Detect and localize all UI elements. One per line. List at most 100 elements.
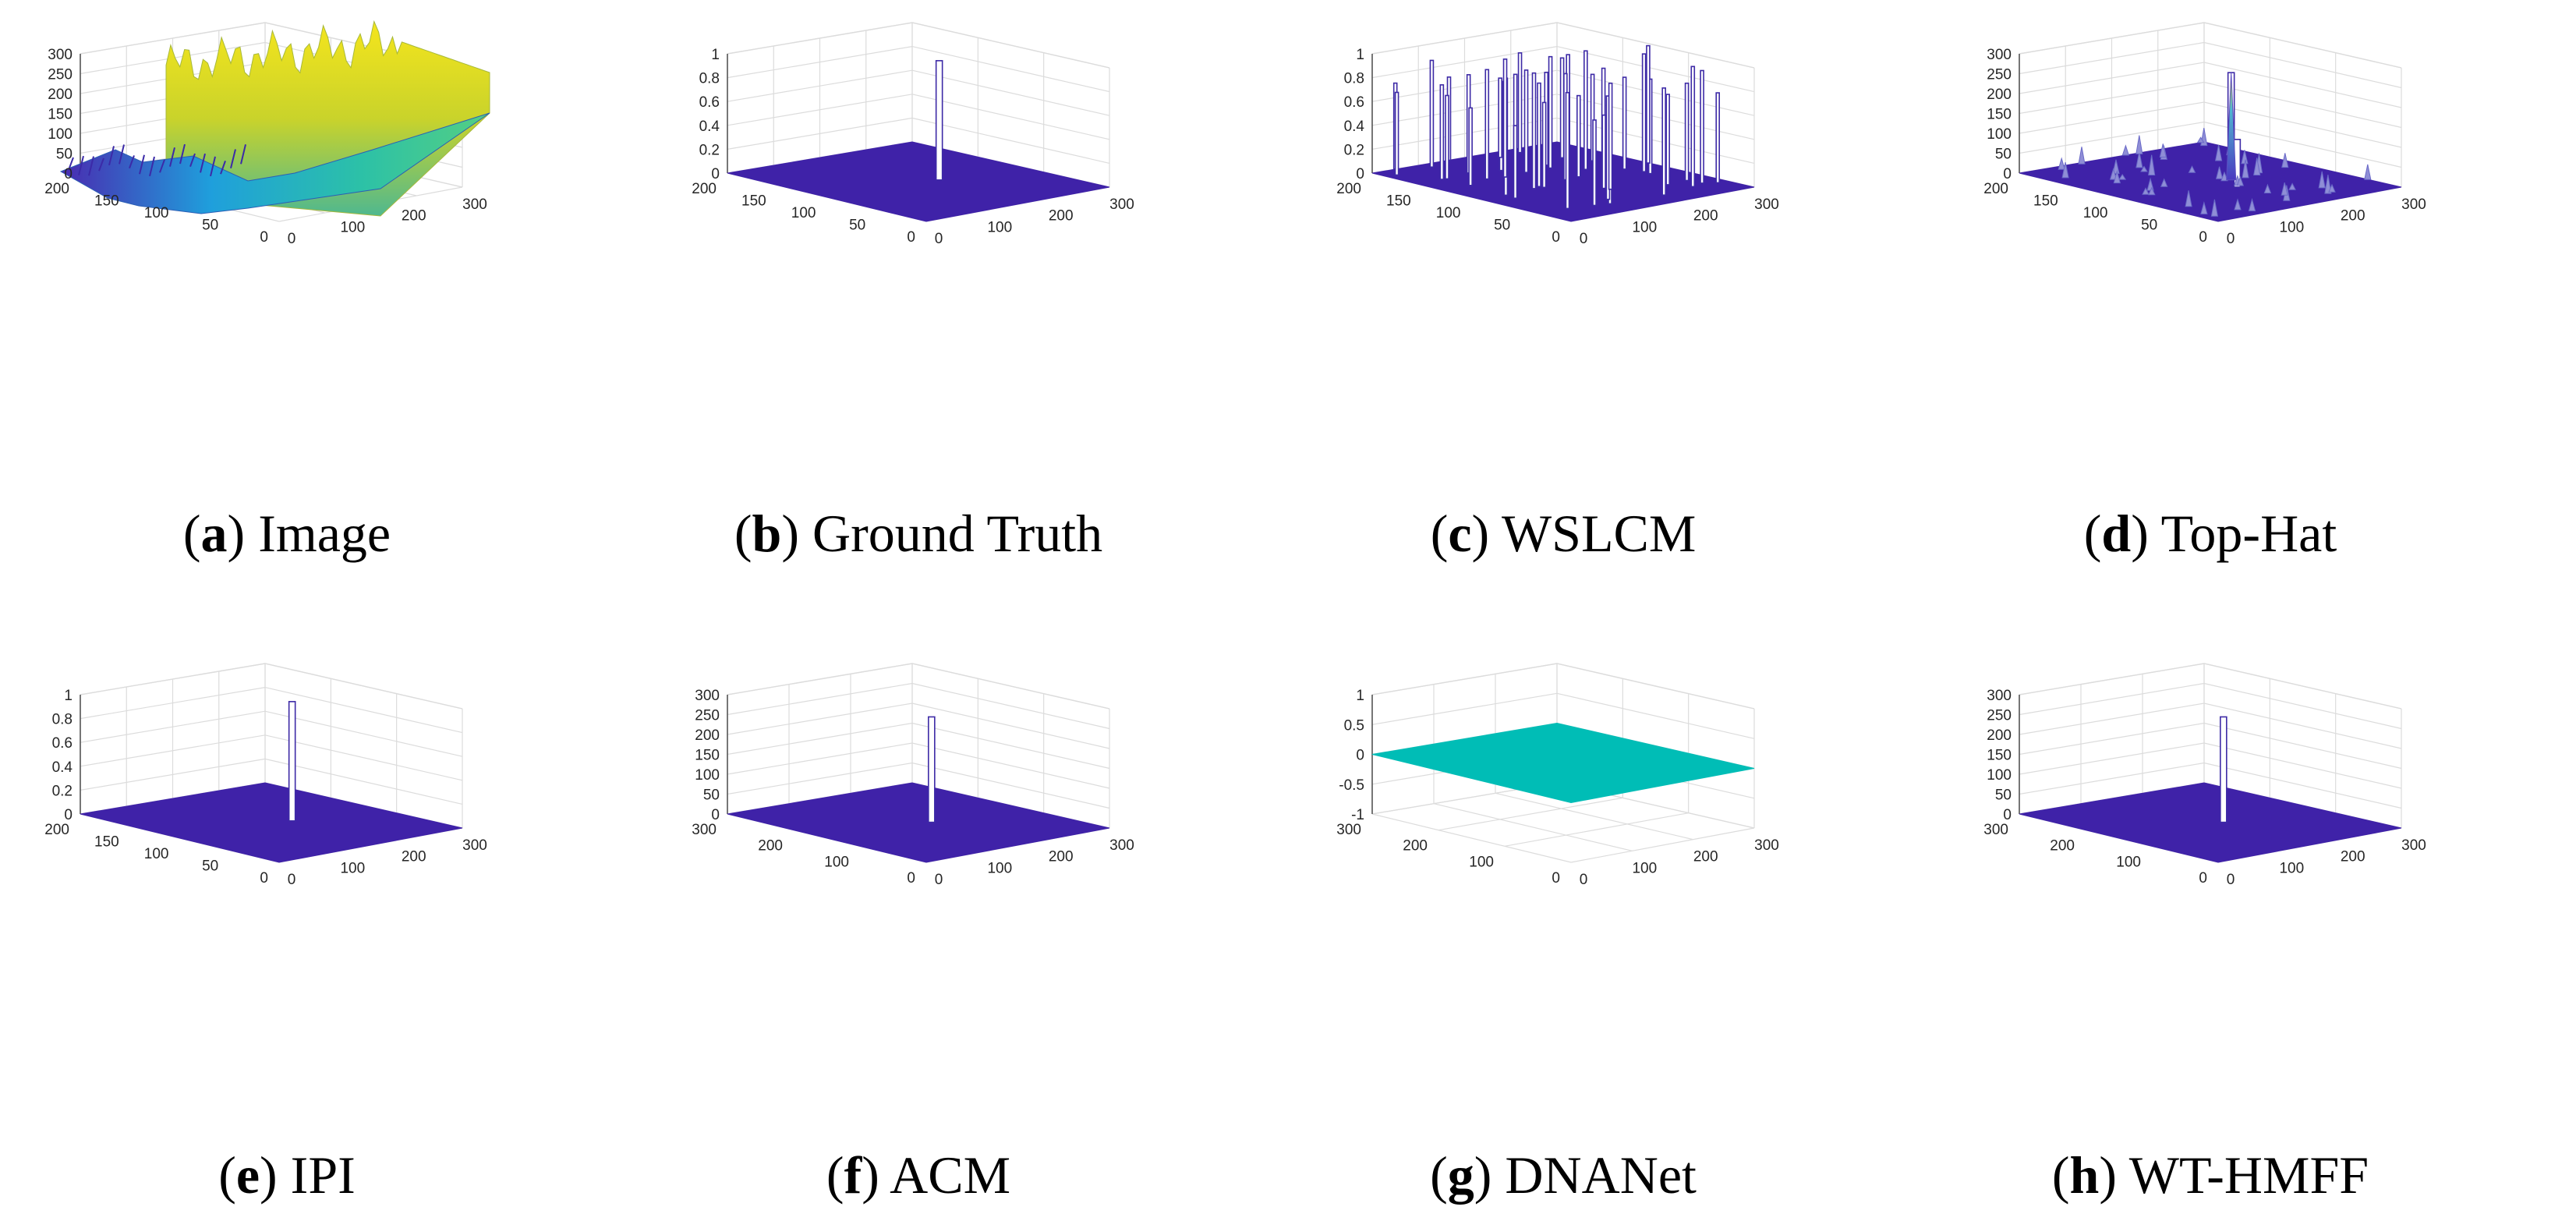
- x-tick-label: 300: [462, 196, 487, 213]
- z-gridline: [80, 663, 463, 710]
- y-tick-label: 150: [94, 834, 119, 851]
- z-tick-label: 250: [1987, 708, 2012, 724]
- residual-peak: [2318, 171, 2326, 189]
- x-tick-label: 0: [2227, 231, 2235, 247]
- z-tick-label: 200: [1987, 727, 2012, 744]
- z-tick-label: 0.8: [699, 71, 720, 87]
- z-tick-label: 0.2: [699, 142, 720, 158]
- residual-peak: [2220, 171, 2228, 182]
- back-walls: [2019, 22, 2402, 222]
- noise-spike: [200, 153, 206, 173]
- y-tick-label: 50: [849, 218, 865, 234]
- box-top-edge: [727, 22, 1110, 69]
- z-tick-label: 0: [1356, 166, 1364, 182]
- z-tick-label: 1: [64, 688, 73, 704]
- noise-spike: [78, 155, 84, 175]
- clutter-spike: [1661, 87, 1666, 196]
- z-tick-label: 1: [1356, 47, 1364, 63]
- z-gridline: [727, 663, 1110, 710]
- y-tick-label: 50: [1494, 218, 1510, 234]
- noise-spike: [88, 156, 94, 176]
- x-tick-label: 200: [1693, 849, 1718, 865]
- caption-a: (a) Image: [183, 504, 391, 563]
- caption-text: ) Image: [228, 504, 391, 563]
- y-tick-label: 0: [907, 870, 915, 887]
- y-tick-label: 50: [2141, 218, 2157, 234]
- clutter-spike: [1565, 91, 1570, 210]
- residual-peak: [2248, 197, 2256, 211]
- residual-peak: [2160, 178, 2168, 187]
- clutter-spike: [1445, 94, 1449, 180]
- residual-peak: [2121, 144, 2130, 156]
- caption-paren-open: (: [2084, 504, 2102, 563]
- response-plane: [2019, 141, 2402, 222]
- y-tick-label: 50: [202, 858, 218, 875]
- noise-spike: [210, 156, 216, 177]
- z-tick-label: 300: [695, 688, 720, 704]
- clutter-spike: [1548, 55, 1553, 169]
- z-tick-label: 200: [48, 87, 73, 103]
- clutter-spike: [1684, 82, 1690, 182]
- z-gridline: [80, 710, 463, 757]
- y-tick-label: 300: [1983, 822, 2008, 838]
- caption-text: ) IPI: [260, 1145, 356, 1205]
- caption-paren-open: (: [1430, 1145, 1448, 1205]
- caption-letter: b: [752, 504, 781, 563]
- x-tick-label: 0: [1580, 872, 1588, 888]
- tick-labels: 0 0.2 0.4 0.6 0.8 1 0 100 200 300 0 50 100 150 200: [1336, 47, 1779, 247]
- caption-letter: g: [1448, 1145, 1474, 1205]
- z-tick-label: 0.4: [52, 759, 73, 776]
- target-spike-0: [2220, 716, 2227, 823]
- x-tick-label: 100: [987, 860, 1012, 876]
- z-gridline: [727, 94, 1110, 140]
- z-tick-label: 0: [711, 807, 720, 823]
- clutter-spike: [1523, 69, 1529, 173]
- target-spike-0: [935, 60, 943, 181]
- clutter-spike: [1484, 69, 1490, 180]
- clutter-spike: [1608, 82, 1613, 190]
- x-tick-label: 0: [288, 231, 296, 247]
- surface-layer: [727, 60, 1110, 222]
- caption-letter: a: [201, 504, 228, 563]
- x-tick-label: 300: [1109, 837, 1134, 854]
- caption-letter: d: [2101, 504, 2131, 563]
- y-floor-gridline: [1433, 803, 1633, 851]
- z-tick-label: 50: [1995, 787, 2012, 804]
- surface-layer: [80, 701, 463, 863]
- z-gridline: [2019, 81, 2402, 129]
- noise-spike: [240, 143, 246, 165]
- panel-d: 0 50 100 150 200 250 300 0 100 200 300 0 50 100 150 200: [1983, 22, 2426, 247]
- z-tick-label: 250: [1987, 67, 2012, 83]
- intensity-lowband: [59, 112, 490, 214]
- y-tick-label: 150: [1386, 193, 1411, 210]
- panel-a: 0 50 100 150 200 250 300 0 100 200 300 0 50 100 150 200: [44, 19, 490, 247]
- x-tick-label: 100: [340, 860, 365, 876]
- y-tick-label: 100: [824, 854, 849, 870]
- z-gridline: [727, 742, 1110, 789]
- z-tick-label: 0: [2003, 807, 2012, 823]
- residual-peak: [2236, 175, 2245, 186]
- residual-peak: [2214, 144, 2223, 161]
- z-gridline: [727, 703, 1110, 749]
- z-gridline: [2019, 742, 2402, 789]
- caption-d: (d) Top-Hat: [2084, 504, 2337, 563]
- response-plane: [1371, 722, 1755, 804]
- z-tick-label: -0.5: [1339, 777, 1364, 794]
- noise-spike: [189, 153, 196, 168]
- caption-letter: h: [2070, 1145, 2100, 1205]
- z-gridline: [80, 686, 463, 734]
- panel-e: 0 0.2 0.4 0.6 0.8 1 0 100 200 300 0 50 100 150 200: [44, 663, 487, 888]
- clutter-spike: [1439, 84, 1445, 180]
- x-tick-label: 100: [1632, 219, 1657, 235]
- residual-peak: [2263, 183, 2272, 193]
- y-tick-label: 0: [1552, 870, 1560, 887]
- clutter-spike: [1622, 76, 1627, 170]
- x-floor-gridline: [1438, 797, 1623, 831]
- y-tick-label: 100: [144, 205, 169, 221]
- x-tick-label: 200: [1693, 208, 1718, 225]
- noise-spike: [159, 159, 165, 173]
- caption-text: ) Top-Hat: [2131, 504, 2337, 563]
- residual-peak: [2118, 173, 2127, 180]
